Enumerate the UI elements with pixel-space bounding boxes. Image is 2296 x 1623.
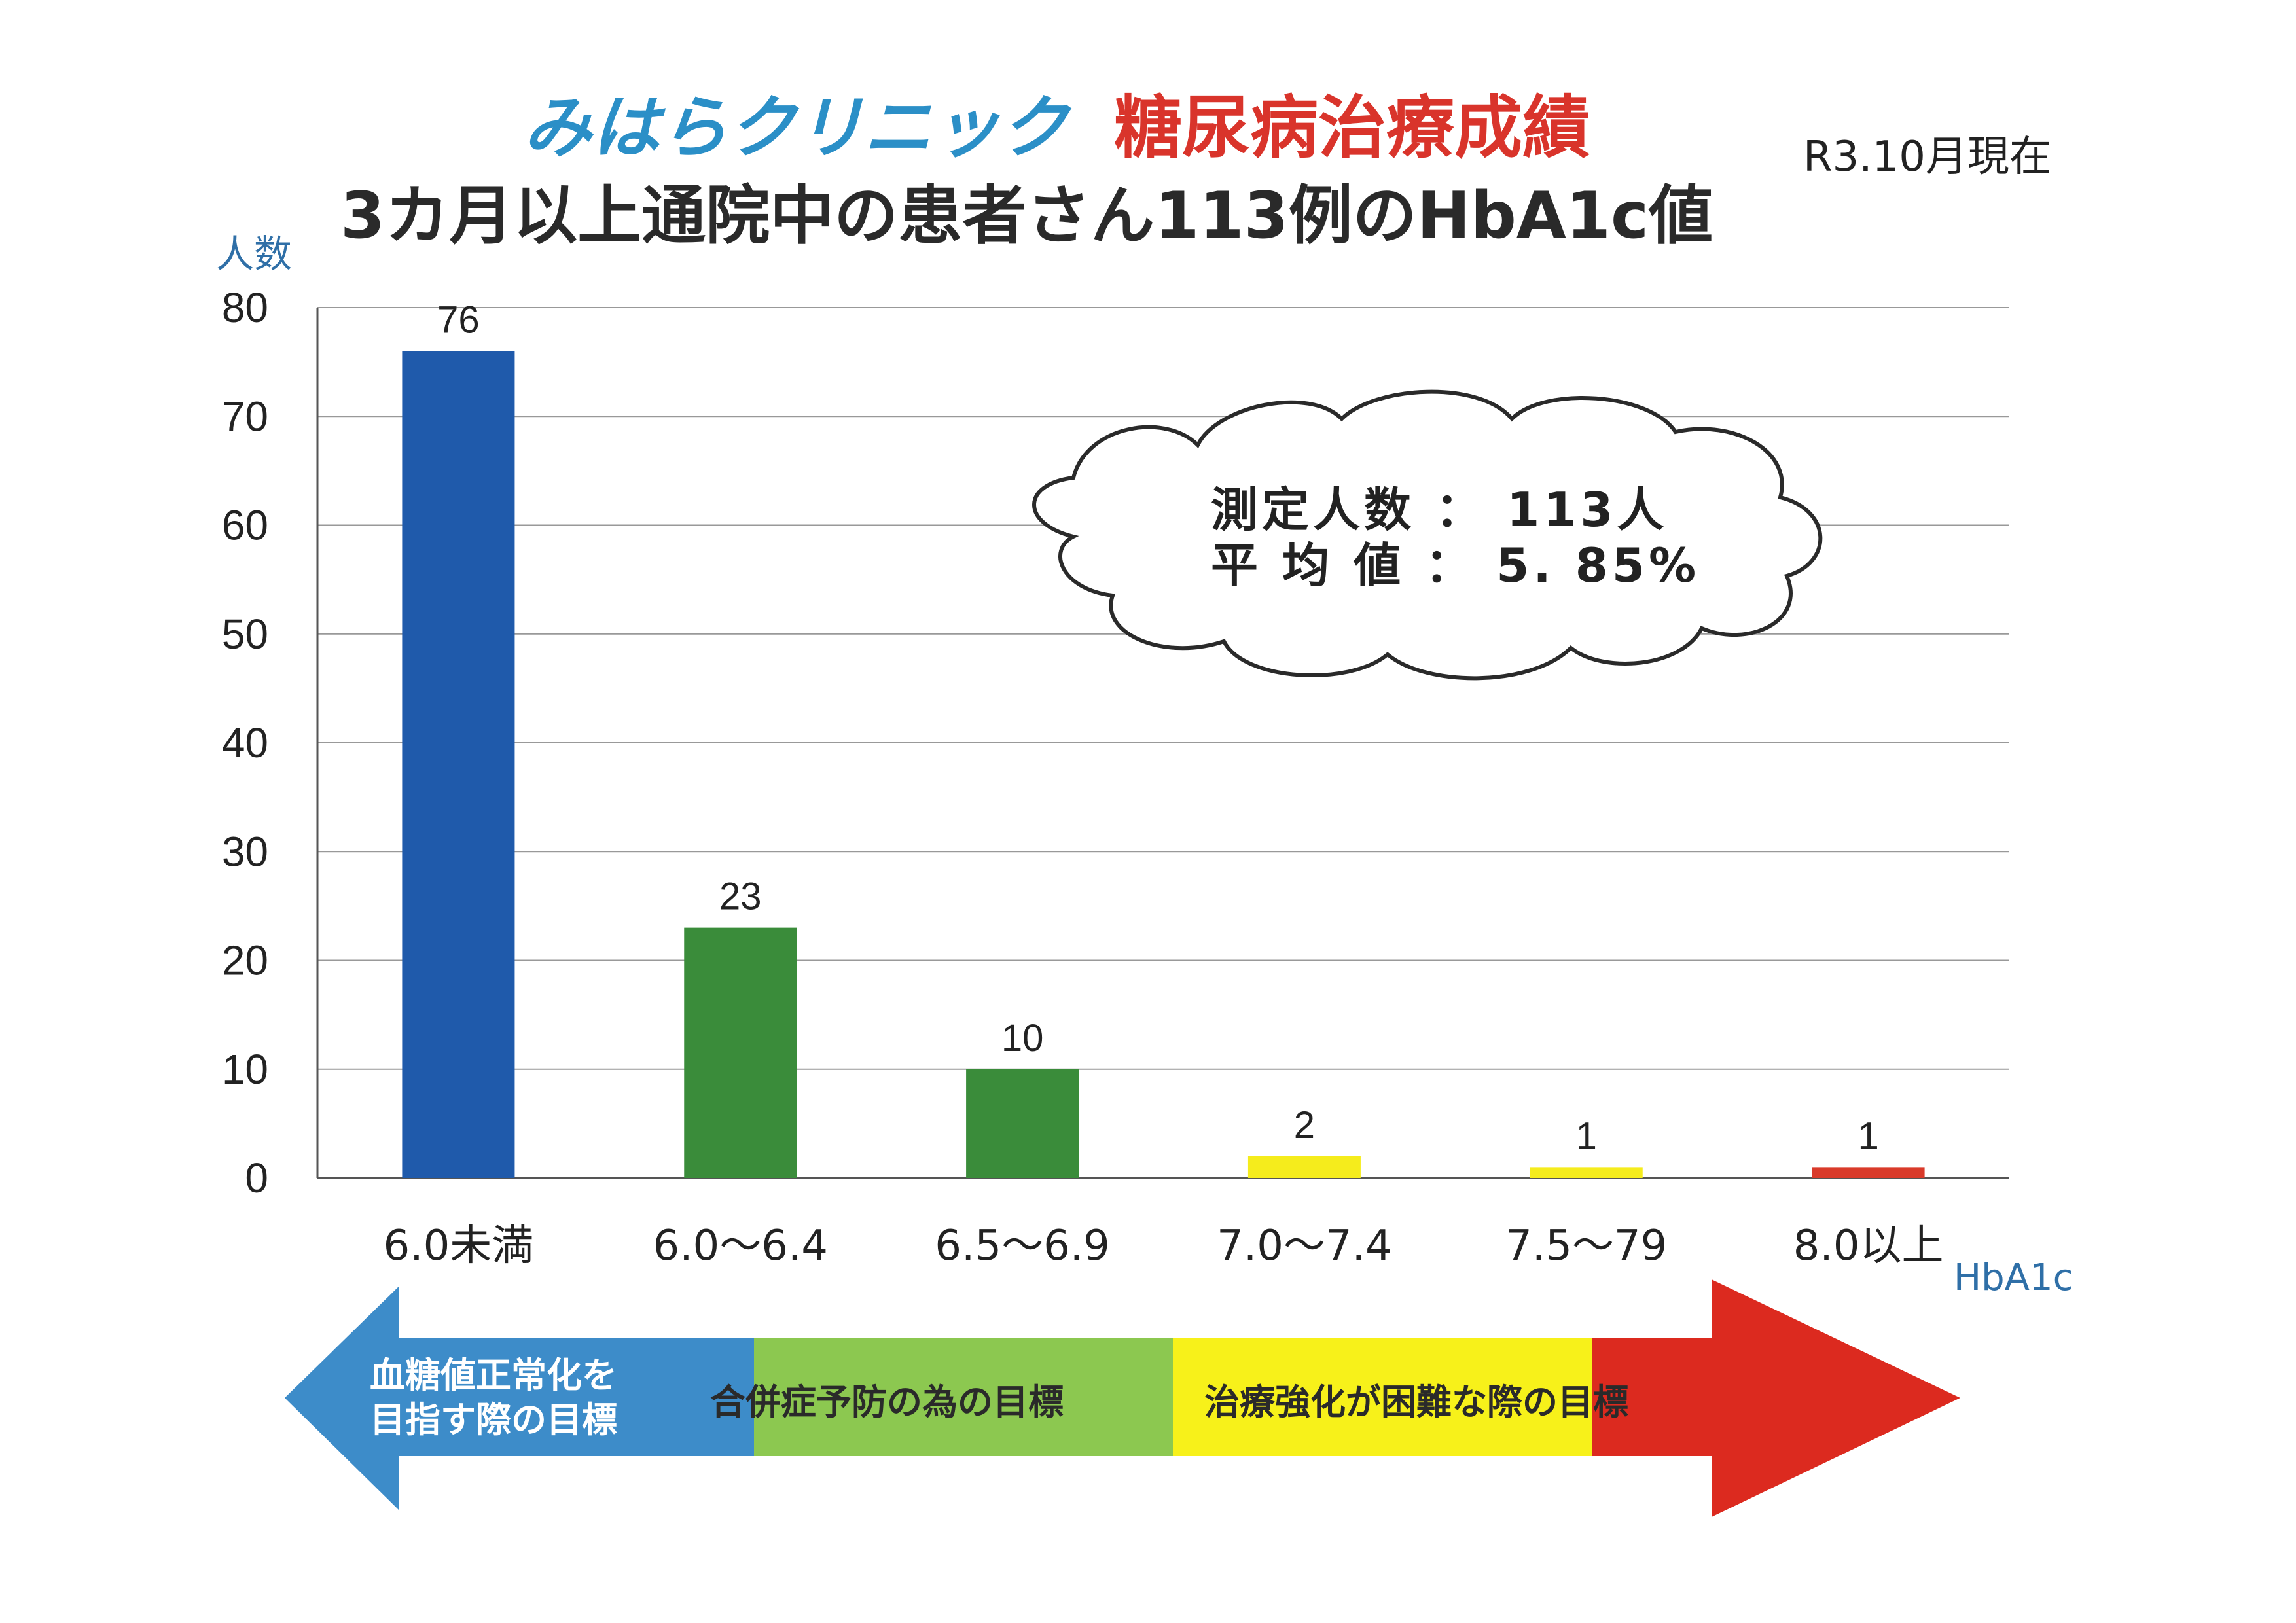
bar <box>1812 1167 1925 1178</box>
data-label: 23 <box>719 876 762 918</box>
y-tick-label: 20 <box>222 937 268 984</box>
chart-subtitle: 3カ月以上通院中の患者さん113例のHbA1c値 <box>340 179 1713 253</box>
cloud-callout <box>1032 389 1823 681</box>
data-label: 10 <box>1001 1017 1044 1060</box>
bar <box>1530 1167 1643 1178</box>
y-tick-label: 70 <box>222 393 268 440</box>
results-title: 糖尿病治療成績 <box>1114 88 1591 168</box>
y-tick-label: 40 <box>222 719 268 766</box>
x-axis-label: HbA1c <box>1954 1257 2073 1299</box>
x-tick-label: 7.0～7.4 <box>1217 1222 1392 1270</box>
x-tick-label: 8.0以上 <box>1793 1222 1944 1270</box>
arrow-label-normalize: 血糖値正常化を 目指す際の目標 <box>370 1353 617 1442</box>
bar <box>966 1069 1079 1178</box>
data-label: 1 <box>1857 1115 1878 1157</box>
arrow-label-normalize-line1: 血糖値正常化を <box>370 1355 617 1396</box>
average-value-text: 平 均 値 ： 5. 85% <box>1211 538 1700 593</box>
data-labels: 76 23 10 2 1 1 <box>437 299 1879 1158</box>
x-tick-label: 6.0未満 <box>384 1222 534 1270</box>
data-label: 76 <box>437 299 480 342</box>
patient-count-text: 測定人数 ： 113人 <box>1211 482 1668 537</box>
y-tick-label: 80 <box>222 284 268 331</box>
x-axis-ticks: 6.0未満 6.0～6.4 6.5～6.9 7.0～7.4 7.5～79 8.0以上 <box>384 1222 1944 1270</box>
bar <box>684 927 797 1178</box>
y-tick-label: 30 <box>222 828 268 875</box>
x-tick-label: 7.5～79 <box>1505 1222 1667 1270</box>
hba1c-range-arrow <box>285 1279 1960 1517</box>
clinic-name: みはらクリニック <box>524 88 1069 168</box>
arrow-label-complication: 合併症予防の為の目標 <box>710 1382 1064 1423</box>
bar <box>1247 1156 1361 1178</box>
y-axis-ticks: 0 10 20 30 40 50 60 70 80 <box>222 284 268 1202</box>
x-tick-label: 6.5～6.9 <box>935 1222 1110 1270</box>
data-label: 2 <box>1294 1104 1315 1147</box>
as-of-date: R3.10月現在 <box>1803 133 2051 181</box>
y-axis-label: 人数 <box>216 232 292 276</box>
page-title: みはらクリニック 糖尿病治療成績 <box>524 72 1590 171</box>
arrow-label-intensification: 治療強化が困難な際の目標 <box>1204 1382 1628 1423</box>
y-tick-label: 0 <box>245 1154 268 1202</box>
data-label: 1 <box>1576 1115 1597 1157</box>
y-tick-label: 50 <box>222 611 268 658</box>
y-tick-label: 60 <box>222 502 268 549</box>
bar <box>402 351 515 1178</box>
x-tick-label: 6.0～6.4 <box>653 1222 828 1270</box>
y-tick-label: 10 <box>222 1046 268 1093</box>
arrow-label-normalize-line2: 目指す際の目標 <box>370 1399 617 1440</box>
chart-bars <box>402 351 1925 1178</box>
